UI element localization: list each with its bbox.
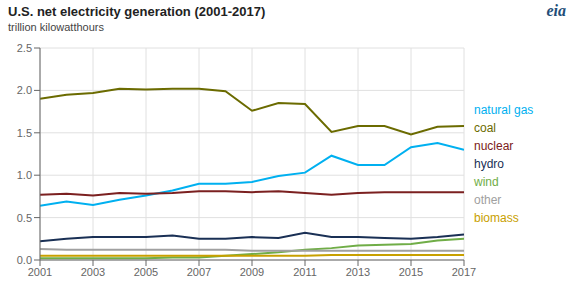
html-text:nuclear: nuclear — [474, 139, 514, 153]
svg-text:2005: 2005 — [134, 266, 158, 278]
svg-text:1.0: 1.0 — [17, 169, 32, 181]
svg-text:2.0: 2.0 — [17, 84, 32, 96]
svg-text:2007: 2007 — [187, 266, 211, 278]
svg-text:2009: 2009 — [240, 266, 264, 278]
svg-text:0.0: 0.0 — [17, 254, 32, 266]
svg-text:2017: 2017 — [452, 266, 476, 278]
svg-text:0.5: 0.5 — [17, 212, 32, 224]
html-text:trillion kilowatthours: trillion kilowatthours — [8, 21, 104, 33]
html-text:coal: coal — [474, 121, 496, 135]
svg-text:2001: 2001 — [28, 266, 52, 278]
svg-text:2015: 2015 — [399, 266, 423, 278]
svg-text:2.5: 2.5 — [17, 42, 32, 54]
svg-text:1.5: 1.5 — [17, 127, 32, 139]
html-text:hydro: hydro — [474, 157, 504, 171]
svg-text:2003: 2003 — [81, 266, 105, 278]
html-text:U.S. net electricity generatio: U.S. net electricity generation (2001-20… — [8, 4, 266, 19]
html-text:natural gas: natural gas — [474, 103, 534, 117]
html-text:biomass: biomass — [474, 211, 519, 225]
html-text:other: other — [474, 193, 502, 207]
svg-text:2013: 2013 — [346, 266, 370, 278]
html-text:eia: eia — [546, 2, 566, 19]
svg-text:2011: 2011 — [293, 266, 317, 278]
html-text:wind: wind — [474, 175, 499, 189]
